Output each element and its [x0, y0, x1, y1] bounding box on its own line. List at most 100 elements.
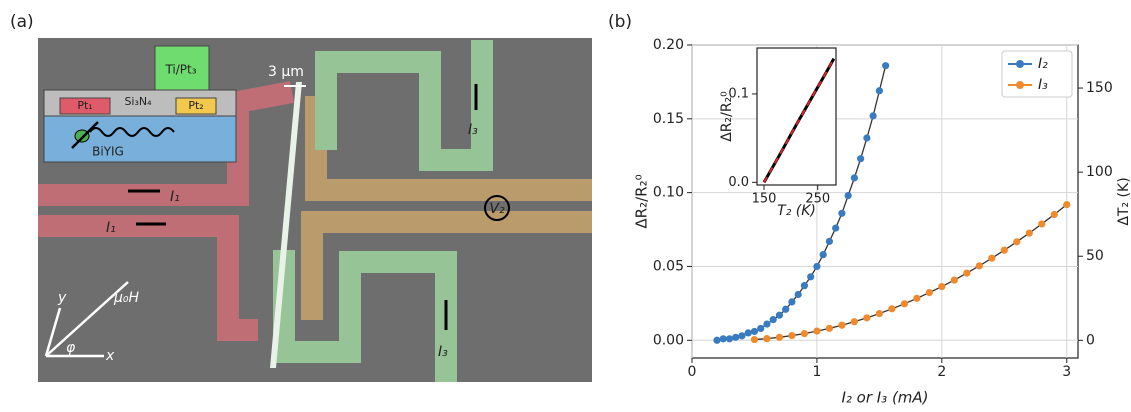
legend-label: I₂ [1038, 56, 1048, 72]
data-point [713, 336, 721, 344]
data-point [788, 298, 796, 306]
data-point [832, 224, 840, 232]
data-point [732, 333, 740, 341]
legend-swatch [1016, 81, 1024, 89]
current-arrows [128, 84, 478, 330]
magnon-wave [89, 127, 175, 137]
data-point [813, 327, 821, 335]
data-point [975, 262, 983, 270]
electrode-pt3 [273, 250, 457, 382]
y2-tick-label: 150 [1086, 80, 1113, 96]
data-point [813, 262, 821, 271]
data-point [900, 300, 908, 308]
y2-axis-label: ΔT₂ (K) [1116, 177, 1131, 225]
electrode-pt3 [315, 40, 493, 171]
data-point [875, 87, 883, 95]
data-point [775, 311, 784, 319]
field-label: µ₀H [113, 290, 140, 306]
data-point [769, 316, 777, 324]
plot-area [756, 47, 837, 186]
data-point [913, 294, 921, 302]
x-tick-label: 1 [812, 364, 821, 380]
data-point [882, 62, 890, 70]
data-point [744, 329, 752, 337]
fit-line [763, 58, 835, 183]
coordinate-axes [44, 281, 129, 358]
data-point [838, 321, 846, 329]
data-point [825, 324, 834, 332]
y-tick-label: 0.1 [728, 86, 749, 101]
x-tick-label: 3 [1062, 364, 1071, 380]
current-label: I₁ [170, 189, 180, 205]
x-tick-label: 2 [937, 364, 946, 380]
scale-label: 3 µm [268, 64, 304, 80]
layer-label: Pt₁ [77, 99, 92, 112]
data-point [725, 335, 734, 343]
voltage-label: V₂ [489, 201, 505, 217]
y-tick-label: 0.10 [653, 185, 684, 201]
legend-label: I₃ [1038, 77, 1048, 93]
data-point [819, 251, 827, 259]
y-tick-label: 0.00 [653, 332, 684, 348]
y2-tick-label: 50 [1086, 248, 1104, 264]
data-point [1050, 210, 1058, 219]
data-point [963, 269, 971, 277]
angle-label: φ [66, 340, 76, 356]
data-point [938, 282, 946, 291]
data-point [869, 112, 877, 120]
data-point [807, 273, 815, 281]
data-point [850, 174, 858, 182]
x-axis-label: I₂ or I₃ (mA) [841, 389, 928, 407]
layer-label: BiYIG [92, 145, 124, 159]
biyig-layer [43, 115, 237, 163]
current-label: I₃ [438, 344, 448, 360]
x-tick-label: 150 [752, 192, 777, 207]
data-point [788, 331, 796, 340]
y-tick-label: 0.15 [653, 111, 684, 127]
layer-label: Pt₂ [188, 99, 203, 112]
data-point [838, 209, 846, 217]
current-label: I₁ [106, 220, 116, 236]
data-point [925, 288, 933, 297]
heater-strip [270, 82, 302, 368]
data-point [857, 155, 865, 163]
x-axis-label: T₂ (K) [777, 203, 816, 219]
axis-label: x [105, 348, 115, 364]
data-point [719, 335, 727, 343]
data-point [750, 335, 759, 344]
pt3-block [154, 45, 210, 91]
data-point [763, 335, 771, 343]
x-tick-label: 0 [688, 364, 697, 380]
voltmeter [484, 195, 510, 221]
y2-tick-label: 0 [1086, 332, 1095, 348]
electrode-pt1 [38, 81, 295, 206]
spin-arrow [71, 121, 99, 149]
layer-label: Si₃N₄ [124, 95, 152, 108]
x-tick-label: 250 [805, 192, 830, 207]
data-point [800, 330, 809, 338]
y-axis-label: ΔR₂/R₂⁰ [633, 174, 651, 228]
legend-box [1001, 50, 1073, 98]
data-point [800, 282, 809, 290]
data-point [863, 314, 871, 322]
pt2-block [175, 97, 217, 115]
data-point [763, 320, 771, 328]
data-point [1063, 201, 1071, 209]
pt1-block [59, 97, 111, 115]
axis-label: y [57, 290, 67, 306]
sem-image: Ti/Pt₃ 3 µm Si₃N₄ Pt₁ Pt₂ BiYIG I₁ I₁ I₃… [38, 38, 592, 382]
data-point [863, 134, 871, 142]
electrode-pt2 [301, 211, 592, 320]
y-tick-label: 0.20 [653, 37, 684, 53]
data-point [875, 309, 883, 318]
data-point [850, 318, 858, 326]
data-point [738, 332, 746, 340]
y-axis-label: ΔR₂/R₂⁰ [719, 91, 735, 142]
data-point [1025, 229, 1033, 237]
current-label: I₃ [468, 122, 478, 138]
panel-label: (b) [608, 12, 632, 32]
data-point [757, 324, 765, 333]
y-tick-label: 0.0 [728, 175, 749, 190]
layer-label: Ti/Pt₃ [164, 63, 196, 77]
